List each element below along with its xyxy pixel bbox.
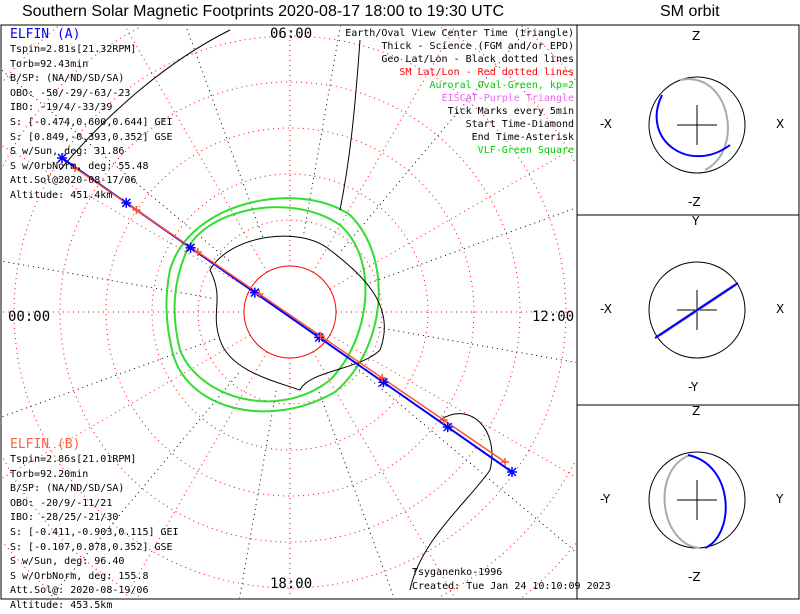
- orbit-axis-label-top: Z: [692, 29, 701, 43]
- geo-longitude-line: [1, 338, 215, 418]
- elfin-a-tick: [314, 332, 325, 343]
- sm-latitude-circle: [59, 81, 521, 543]
- elfin-b-info: ELFIN (B) Tspin=2.86s[21.01RPM] Torb=92.2…: [10, 437, 179, 614]
- mlt-label-right: 12:00: [532, 309, 575, 325]
- elfin-a-info-line: B/SP: (NA/ND/SD/SA): [10, 73, 125, 85]
- elfin-b-info-line: S w/OrbNorm, deg: 155.8: [10, 570, 149, 582]
- elfin-b-info-line: S w/Sun, deg: 96.40: [10, 556, 125, 568]
- created-label: Created: Tue Jan 24 10:10:09 2023: [412, 581, 611, 592]
- elfin-b-tick: [439, 416, 448, 424]
- orbit-plots: [648, 76, 746, 549]
- geo-coastline: [59, 29, 493, 591]
- orbit-axis-label-bottom: -Z: [688, 570, 701, 584]
- elfin-a-info-line: Tspin=2.81s[21.32RPM]: [10, 44, 137, 55]
- elfin-a-tick: [378, 377, 389, 388]
- orbit-axis-label-top: Y: [692, 214, 700, 228]
- elfin-b-info-line: Tspin=2.86s[21.01RPM]: [10, 454, 137, 465]
- elfin-a-info-line: IBO: -19/4/-33/39: [10, 102, 113, 114]
- sm-latitude-circle: [243, 265, 337, 359]
- elfin-b-tick: [71, 164, 79, 172]
- elfin-a-tick: [185, 242, 196, 253]
- plot-title: Southern Solar Magnetic Footprints 2020-…: [22, 3, 505, 20]
- sm-longitude-line: [312, 351, 456, 599]
- orbit-axis-label-left: -Y: [600, 492, 611, 506]
- orbit-axis-label-top: Z: [692, 404, 701, 418]
- elfin-b-tick: [316, 332, 325, 340]
- legend-item: VLF-Green Square: [477, 145, 574, 156]
- elfin-a-tick: [249, 287, 260, 298]
- elfin-b-info-line: S: [-0.411,-0.903,0.115] GEI: [10, 526, 179, 538]
- elfin-a-info-line: S: [0.849,-0.393,0.352] GSE: [10, 131, 173, 143]
- legend-item: Start Time-Diamond: [465, 119, 574, 130]
- elfin-b-tick: [378, 374, 387, 382]
- orbit-panel-yz: [576, 404, 800, 600]
- elfin-b-tick: [255, 290, 264, 298]
- mlt-label-left: 00:00: [8, 309, 51, 325]
- elfin-b-info-line: Torb=92.20min: [10, 468, 89, 480]
- sm-longitude-line: [329, 334, 577, 478]
- sm-longitude-line: [329, 146, 577, 290]
- legend-item: Geo Lat/Lon - Black dotted lines: [381, 54, 574, 65]
- mlt-label-top: 06:00: [270, 26, 313, 42]
- legend-item: Earth/Oval View Center Time (triangle): [345, 28, 574, 39]
- elfin-a-tick: [507, 467, 517, 477]
- geo-longitude-line: [185, 25, 264, 237]
- elfin-a-tick: [442, 422, 453, 433]
- elfin-b-info-line: Altitude: 453.5km: [10, 599, 113, 611]
- legend-item: SM Lat/Lon - Red dotted lines: [399, 67, 574, 78]
- legend-item: Auroral Oval-Green, kp=2: [429, 80, 575, 91]
- footprint-map: [0, 24, 800, 600]
- auroral-oval: [165, 197, 380, 413]
- elfin-a-tick: [121, 197, 132, 208]
- geo-longitude-line: [365, 207, 577, 286]
- elfin-a-info-line: OBO: -50/-29/-63/-23: [10, 87, 131, 99]
- orbit-axis-label-right: X: [776, 117, 785, 131]
- elfin-a-info-line: S w/OrbNorm, deg: 55.48: [10, 160, 149, 172]
- elfin-a-info-line: Torb=92.43min: [10, 58, 89, 70]
- orbit-axis-label-left: -X: [600, 302, 612, 316]
- elfin-b-track: [74, 167, 506, 463]
- orbit-axis-label-bottom: -Z: [688, 195, 701, 209]
- orbit-title: SM orbit: [660, 3, 720, 20]
- elfin-b-info-line: Att.Sol@: 2020-08-19/06: [10, 585, 149, 597]
- elfin-a-name: ELFIN (A): [10, 27, 81, 42]
- orbit-axis-label-right: Y: [776, 492, 784, 506]
- model-label: Tsyganenko-1996: [412, 567, 503, 578]
- elfin-a-info-line: Att.Sol@2020-08-17/06: [10, 175, 137, 187]
- orbit-axis-label-bottom: -Y: [688, 380, 699, 394]
- elfin-b-tick: [501, 458, 509, 466]
- elfin-a-info-line: S: [-0.474,0.600,0.644] GEI: [10, 116, 173, 128]
- orbit-axis-label-left: -X: [600, 117, 612, 131]
- legend-item: End Time-Asterisk: [471, 132, 574, 143]
- legend-item: Thick - Science (FGM and/or EPD): [381, 41, 574, 52]
- elfin-a-tick: [57, 153, 67, 163]
- elfin-a-info: ELFIN (A) Tspin=2.81s[21.32RPM] Torb=92.4…: [10, 27, 173, 204]
- elfin-a-info-line: S w/Sun, deg: 31.86: [10, 146, 125, 158]
- orbit-axis-label-right: X: [776, 302, 785, 316]
- geo-longitude-line: [368, 325, 577, 363]
- elfin-b-tick: [132, 206, 141, 214]
- geo-longitude-line: [239, 390, 277, 599]
- sm-latitude-circle: [2, 27, 575, 597]
- legend-item: EISCAT-Purple Triangle: [441, 93, 574, 104]
- elfin-b-name: ELFIN (B): [10, 437, 81, 452]
- sm-latitude-circle: [197, 219, 383, 405]
- mlt-label-bottom: 18:00: [270, 576, 313, 592]
- geo-longitude-line: [316, 387, 395, 599]
- elfin-b-info-line: IBO: -28/25/-21/30: [10, 512, 119, 524]
- elfin-b-info-line: S: [-0.107,0.878,0.352] GSE: [10, 541, 173, 553]
- legend: Earth/Oval View Center Time (triangle) Th…: [345, 27, 574, 157]
- geo-longitude-line: [303, 25, 341, 234]
- elfin-b-info-line: OBO: -20/9/-11/21: [10, 497, 113, 509]
- elfin-b-info-line: B/SP: (NA/ND/SD/SA): [10, 483, 125, 495]
- elfin-a-info-line: Altitude: 451.4km: [10, 189, 113, 201]
- sm-latitude-circle: [13, 35, 567, 589]
- legend-item: Tick Marks every 5min: [447, 106, 574, 117]
- elfin-b-tick: [193, 248, 202, 256]
